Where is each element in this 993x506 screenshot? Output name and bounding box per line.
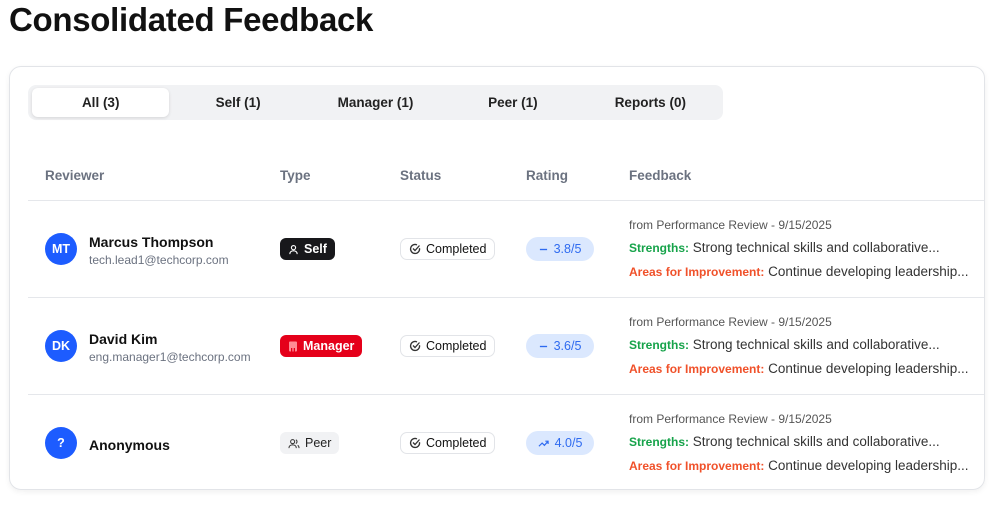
reviewer-email: tech.lead1@techcorp.com <box>89 253 229 267</box>
rating-value: 4.0/5 <box>554 436 583 450</box>
header-feedback: Feedback <box>629 168 692 183</box>
reviewer-name: Marcus Thompson <box>89 234 214 250</box>
status-badge: Completed <box>400 432 496 454</box>
reviewer-name: David Kim <box>89 331 158 347</box>
type-label: Manager <box>303 339 355 353</box>
improvement-text: Continue developing leadership... <box>768 264 969 279</box>
strengths-text: Strong technical skills and collaborativ… <box>692 434 940 449</box>
users-icon <box>288 438 300 449</box>
improvement-text: Continue developing leadership... <box>768 361 969 376</box>
user-icon <box>288 244 299 255</box>
page-title: Consolidated Feedback <box>9 1 374 38</box>
strengths-label: Strengths: <box>629 338 689 352</box>
building-icon <box>288 341 298 352</box>
divider <box>28 200 984 201</box>
type-label: Self <box>304 242 327 256</box>
improvement-text: Continue developing leadership... <box>768 458 969 473</box>
status-label: Completed <box>426 339 487 353</box>
feedback-card: All (3) Self (1) Manager (1) Peer (1) Re… <box>9 66 985 490</box>
divider <box>28 394 984 395</box>
header-rating: Rating <box>526 168 568 183</box>
status-badge: Completed <box>400 335 496 357</box>
feedback-improvement: Areas for Improvement: Continue developi… <box>629 361 969 376</box>
header-reviewer: Reviewer <box>45 168 105 183</box>
feedback-improvement: Areas for Improvement: Continue developi… <box>629 264 969 279</box>
check-circle-icon <box>409 340 421 352</box>
type-badge: Manager <box>280 335 363 357</box>
header-type: Type <box>280 168 311 183</box>
rating-value: 3.8/5 <box>553 242 582 256</box>
reviewer-name: Anonymous <box>89 437 170 453</box>
status-badge: Completed <box>400 238 496 260</box>
table-row[interactable]: DK David Kim eng.manager1@techcorp.com M… <box>28 298 984 395</box>
status-label: Completed <box>426 436 487 450</box>
feedback-source: from Performance Review - 9/15/2025 <box>629 315 832 329</box>
tab-peer[interactable]: Peer (1) <box>488 95 538 110</box>
reviewer-email: eng.manager1@techcorp.com <box>89 350 251 364</box>
rating-badge: 4.0/5 <box>526 431 594 455</box>
strengths-text: Strong technical skills and collaborativ… <box>692 240 940 255</box>
rating-badge: 3.8/5 <box>526 237 594 261</box>
feedback-strengths: Strengths: Strong technical skills and c… <box>629 434 940 449</box>
check-circle-icon <box>409 243 421 255</box>
tab-all[interactable]: All (3) <box>32 88 170 117</box>
rating-badge: 3.6/5 <box>526 334 594 358</box>
tab-manager[interactable]: Manager (1) <box>337 95 414 110</box>
feedback-strengths: Strengths: Strong technical skills and c… <box>629 337 940 352</box>
rating-value: 3.6/5 <box>553 339 582 353</box>
minus-icon <box>539 245 548 254</box>
feedback-improvement: Areas for Improvement: Continue developi… <box>629 458 969 473</box>
status-label: Completed <box>426 242 487 256</box>
minus-icon <box>539 342 548 351</box>
check-circle-icon <box>409 437 421 449</box>
strengths-label: Strengths: <box>629 241 689 255</box>
avatar: DK <box>45 330 77 362</box>
strengths-label: Strengths: <box>629 435 689 449</box>
table-row[interactable]: ? Anonymous Peer Completed 4.0/5 from Pe… <box>28 395 984 489</box>
feedback-source: from Performance Review - 9/15/2025 <box>629 412 832 426</box>
tab-self[interactable]: Self (1) <box>215 95 261 110</box>
trending-up-icon <box>538 439 549 448</box>
feedback-source: from Performance Review - 9/15/2025 <box>629 218 832 232</box>
divider <box>28 297 984 298</box>
improvement-label: Areas for Improvement: <box>629 459 765 473</box>
tab-reports[interactable]: Reports (0) <box>614 95 686 110</box>
filter-tabs: All (3) Self (1) Manager (1) Peer (1) Re… <box>28 85 723 120</box>
type-label: Peer <box>305 436 332 450</box>
table-row[interactable]: MT Marcus Thompson tech.lead1@techcorp.c… <box>28 201 984 298</box>
strengths-text: Strong technical skills and collaborativ… <box>692 337 940 352</box>
type-badge: Peer <box>280 432 340 454</box>
avatar: ? <box>45 427 77 459</box>
avatar: MT <box>45 233 77 265</box>
feedback-strengths: Strengths: Strong technical skills and c… <box>629 240 940 255</box>
type-badge: Self <box>280 238 335 260</box>
improvement-label: Areas for Improvement: <box>629 362 765 376</box>
improvement-label: Areas for Improvement: <box>629 265 765 279</box>
header-status: Status <box>400 168 442 183</box>
